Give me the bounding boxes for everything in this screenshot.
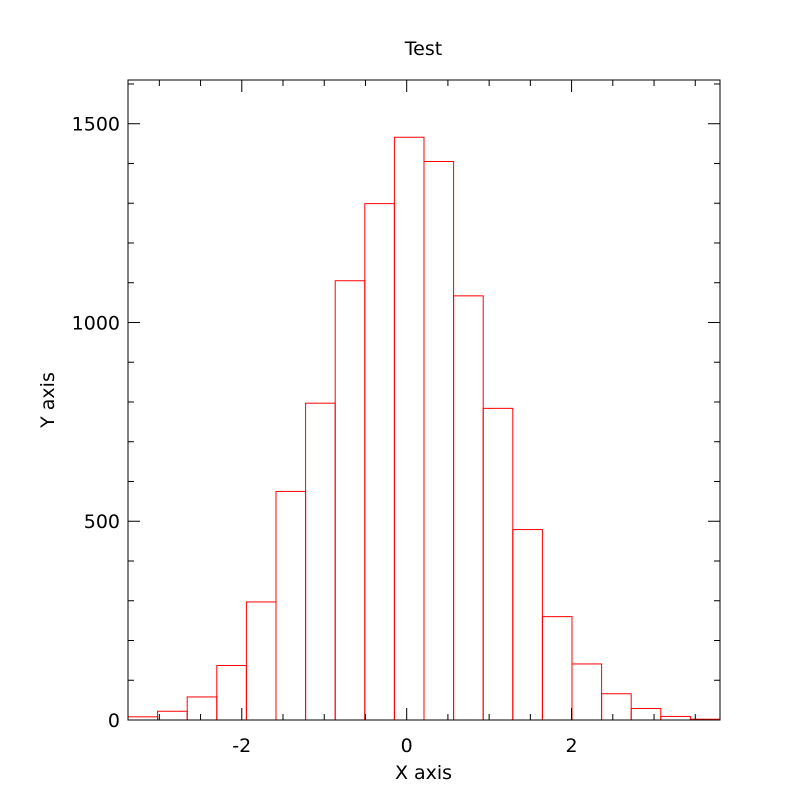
y-tick-label-0: 0: [108, 710, 120, 732]
bars-group: [127, 136, 721, 721]
bar-18: [660, 715, 691, 721]
bar-15: [571, 663, 603, 721]
bar-9: [393, 136, 425, 721]
y-tick-label-3: 1500: [72, 114, 120, 136]
bar-5: [275, 490, 307, 721]
plot-frame: [127, 79, 721, 721]
bar-11: [453, 295, 484, 721]
bar-1: [157, 710, 188, 721]
bar-4: [245, 601, 277, 721]
bar-12: [482, 407, 514, 721]
chart-title: Test: [404, 38, 442, 60]
x-tick-label-1: 0: [401, 735, 413, 757]
bar-2: [186, 696, 218, 721]
bar-14: [541, 616, 573, 721]
x-tick-label-0: -2: [232, 735, 251, 757]
bar-10: [423, 160, 455, 721]
bar-6: [305, 402, 336, 721]
x-tick-label-2: 2: [566, 735, 578, 757]
bar-7: [334, 280, 366, 721]
y-tick-label-2: 1000: [72, 312, 120, 334]
bar-16: [601, 693, 632, 721]
ticks-group: -2 0 2 0 500 1000 1500: [72, 80, 720, 757]
y-axis-label: Y axis: [37, 372, 59, 429]
x-axis-label: X axis: [395, 762, 452, 784]
bar-8: [364, 203, 395, 721]
bar-13: [512, 529, 543, 721]
bar-17: [630, 707, 662, 721]
y-tick-label-1: 500: [84, 511, 120, 533]
